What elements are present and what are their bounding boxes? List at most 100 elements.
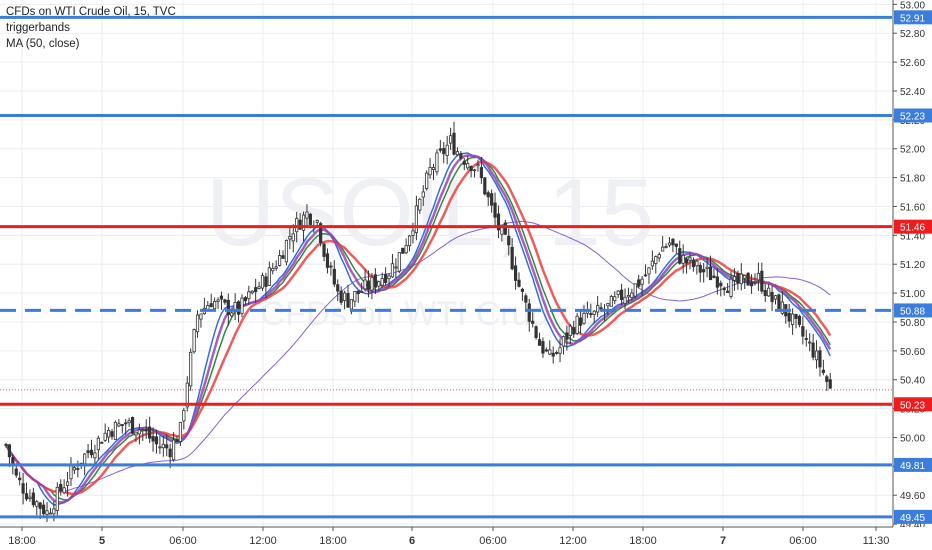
candle-body — [28, 496, 32, 499]
candle-body — [384, 274, 388, 283]
candle-body — [801, 326, 805, 337]
candle-body — [250, 290, 254, 294]
candle-body — [466, 163, 470, 169]
candle-body — [531, 320, 535, 324]
candle-body — [534, 326, 538, 338]
candle-body — [223, 299, 227, 303]
time-tick-label: 06:00 — [169, 535, 197, 547]
candle-body — [182, 410, 186, 422]
candle-body — [353, 290, 357, 302]
candle-body — [35, 501, 39, 507]
candle-body — [387, 275, 391, 280]
candle-body — [544, 349, 548, 352]
candle-body — [791, 313, 795, 325]
price-tick-label: 51.20 — [900, 260, 925, 271]
candle-body — [753, 281, 757, 284]
candle-body — [582, 312, 586, 324]
candle-body — [89, 449, 94, 456]
candle-body — [749, 282, 754, 287]
candle-body — [732, 276, 737, 281]
candle-body — [161, 443, 165, 449]
candle-body — [561, 336, 566, 347]
candle-body — [702, 269, 706, 273]
candle-body — [124, 422, 128, 425]
candle-body — [743, 275, 747, 279]
candle-body — [42, 504, 46, 515]
candle-body — [715, 276, 719, 288]
triggerband-purple-line — [4, 154, 832, 504]
candle-body — [281, 255, 285, 259]
price-tick-label: 50.00 — [900, 433, 925, 444]
candle-body — [100, 441, 104, 444]
candle-body — [609, 296, 613, 307]
candle-body — [165, 444, 169, 449]
candle-body — [322, 243, 326, 257]
price-tick-label: 52.40 — [900, 87, 925, 98]
candle-body — [69, 465, 73, 480]
candle-body — [151, 436, 155, 442]
candle-body — [726, 290, 730, 293]
candle-body — [695, 260, 699, 267]
candle-body — [623, 296, 627, 304]
candle-body — [363, 279, 367, 290]
candle-body — [144, 429, 148, 432]
candle-body — [722, 287, 726, 291]
price-tick-label: 51.00 — [900, 289, 925, 300]
candle-body — [630, 292, 634, 299]
candle-body — [452, 132, 456, 155]
legend-indicator-ma: MA (50, close) — [6, 38, 80, 50]
candle-body — [349, 299, 354, 310]
candle-body — [192, 329, 196, 353]
candle-body — [442, 148, 446, 155]
candle-body — [681, 254, 685, 264]
candle-body — [565, 332, 569, 340]
candle-body — [520, 288, 525, 292]
candle-body — [158, 446, 162, 449]
candle-body — [712, 275, 716, 278]
candle-body — [305, 211, 309, 219]
candle-body — [243, 297, 247, 302]
watermark-description: CFDs on WTI Crude Oil — [261, 295, 620, 333]
candle-body — [541, 341, 545, 354]
candle-body — [370, 276, 374, 291]
candle-body — [428, 166, 432, 176]
candle-body — [107, 429, 111, 438]
candle-body — [110, 431, 114, 437]
candle-body — [189, 351, 193, 387]
candle-body — [421, 191, 425, 198]
candle-body — [578, 317, 583, 326]
candle-body — [647, 267, 651, 275]
candle-body — [230, 312, 234, 317]
candle-body — [814, 350, 819, 361]
candle-body — [260, 275, 265, 289]
candle-body — [86, 450, 90, 454]
time-tick-label: 06:00 — [789, 535, 817, 547]
candle-body — [483, 177, 487, 195]
candle-body — [469, 166, 473, 171]
candle-body — [708, 266, 713, 281]
candle-body — [435, 152, 439, 173]
candle-body — [490, 193, 494, 206]
candle-body — [301, 214, 306, 231]
candle-body — [14, 468, 18, 476]
level-price-tag — [894, 10, 932, 25]
candle-body — [72, 467, 76, 471]
candle-body — [589, 313, 593, 316]
candle-body — [414, 205, 419, 233]
level-price-tag-label: 52.23 — [900, 112, 925, 123]
candle-body — [486, 192, 490, 198]
candle-body — [448, 135, 453, 144]
candle-body — [657, 254, 661, 259]
candle-body — [671, 238, 675, 246]
candle-body — [134, 432, 138, 436]
time-tick-label: 6 — [409, 535, 415, 547]
candle-body — [513, 265, 518, 281]
candle-body — [462, 160, 466, 165]
candle-body — [472, 169, 477, 172]
candle-body — [271, 268, 275, 272]
candle-body — [661, 246, 665, 252]
price-axis: 53.0052.8052.6052.4052.2052.0051.8051.60… — [892, 0, 932, 550]
candle-body — [445, 144, 449, 156]
time-tick-label: 11:30 — [863, 535, 890, 547]
